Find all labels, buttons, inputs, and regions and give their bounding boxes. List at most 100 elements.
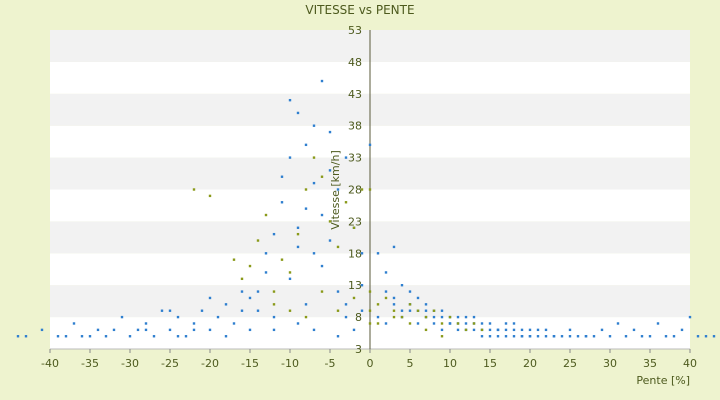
data-point bbox=[392, 315, 396, 319]
plot-bands bbox=[50, 30, 690, 350]
data-point bbox=[704, 335, 708, 338]
data-point bbox=[664, 335, 668, 338]
data-point bbox=[456, 328, 460, 332]
data-point bbox=[616, 322, 620, 325]
data-point bbox=[320, 264, 324, 268]
data-point bbox=[272, 315, 276, 319]
data-point bbox=[224, 303, 228, 306]
x-tick-label: 5 bbox=[407, 357, 414, 370]
y-tick-label: 3 bbox=[355, 343, 362, 356]
data-point bbox=[256, 239, 260, 242]
data-point bbox=[224, 335, 228, 338]
data-point bbox=[304, 315, 308, 319]
data-point bbox=[480, 335, 484, 338]
data-point bbox=[520, 328, 524, 332]
data-point bbox=[312, 328, 316, 332]
data-point bbox=[384, 322, 388, 325]
data-point bbox=[368, 322, 372, 325]
data-point bbox=[328, 130, 332, 134]
data-point bbox=[504, 335, 508, 338]
data-point bbox=[640, 335, 644, 338]
data-point bbox=[368, 290, 372, 293]
data-point bbox=[232, 322, 236, 325]
data-point bbox=[96, 328, 100, 332]
data-point bbox=[288, 277, 292, 281]
data-point bbox=[400, 309, 404, 312]
data-point bbox=[56, 335, 60, 338]
data-point bbox=[40, 328, 44, 332]
data-point bbox=[376, 315, 380, 319]
data-point bbox=[392, 296, 396, 300]
data-point bbox=[304, 188, 308, 191]
data-point bbox=[592, 335, 596, 338]
data-point bbox=[272, 232, 276, 236]
data-point bbox=[176, 335, 180, 338]
data-point bbox=[512, 335, 516, 338]
data-point bbox=[488, 322, 492, 325]
data-point bbox=[336, 245, 340, 249]
data-point bbox=[136, 328, 140, 332]
y-tick-label: 48 bbox=[348, 56, 362, 69]
data-point bbox=[376, 303, 380, 306]
y-tick-label: 33 bbox=[348, 152, 362, 165]
data-point bbox=[560, 335, 564, 338]
y-tick-label: 23 bbox=[348, 215, 362, 228]
data-point bbox=[248, 328, 252, 332]
data-point bbox=[280, 175, 284, 178]
data-point bbox=[304, 207, 308, 210]
data-point bbox=[320, 290, 324, 293]
data-point bbox=[544, 335, 548, 338]
data-point bbox=[552, 335, 556, 338]
data-point bbox=[424, 315, 428, 319]
data-point bbox=[464, 322, 468, 325]
data-point bbox=[504, 322, 508, 325]
data-point bbox=[112, 328, 116, 332]
data-point bbox=[384, 296, 388, 300]
data-point bbox=[680, 328, 684, 332]
data-point bbox=[192, 322, 196, 325]
x-tick-label: 10 bbox=[443, 357, 457, 370]
data-point bbox=[568, 335, 572, 338]
data-point bbox=[120, 315, 124, 319]
y-tick-label: 28 bbox=[348, 184, 362, 197]
data-point bbox=[632, 328, 636, 332]
data-point bbox=[336, 290, 340, 293]
x-tick-label: -15 bbox=[241, 357, 259, 370]
data-point bbox=[672, 335, 676, 338]
data-point bbox=[72, 322, 76, 325]
data-point bbox=[472, 315, 476, 319]
data-point bbox=[368, 188, 372, 191]
data-point bbox=[432, 315, 436, 319]
data-point bbox=[472, 322, 476, 325]
data-point bbox=[248, 264, 252, 268]
data-point bbox=[168, 309, 172, 312]
data-point bbox=[192, 328, 196, 332]
y-tick-label: 38 bbox=[348, 120, 362, 133]
data-point bbox=[88, 335, 92, 338]
data-point bbox=[488, 335, 492, 338]
data-point bbox=[312, 124, 316, 127]
data-point bbox=[488, 328, 492, 332]
x-tick-label: -25 bbox=[161, 357, 179, 370]
x-tick-label: 30 bbox=[603, 357, 617, 370]
x-tick-label: -35 bbox=[81, 357, 99, 370]
data-point bbox=[456, 315, 460, 319]
data-point bbox=[424, 303, 428, 306]
data-point bbox=[128, 335, 132, 338]
data-point bbox=[344, 201, 348, 204]
data-point bbox=[512, 322, 516, 325]
data-point bbox=[304, 303, 308, 306]
data-point bbox=[312, 156, 316, 159]
data-point bbox=[280, 201, 284, 204]
data-point bbox=[496, 328, 500, 332]
data-point bbox=[416, 322, 420, 325]
data-point bbox=[480, 322, 484, 325]
data-point bbox=[328, 239, 332, 242]
data-point bbox=[64, 335, 68, 338]
y-tick-label: 53 bbox=[348, 24, 362, 37]
data-point bbox=[240, 290, 244, 293]
data-point bbox=[368, 143, 372, 147]
data-point bbox=[256, 309, 260, 312]
